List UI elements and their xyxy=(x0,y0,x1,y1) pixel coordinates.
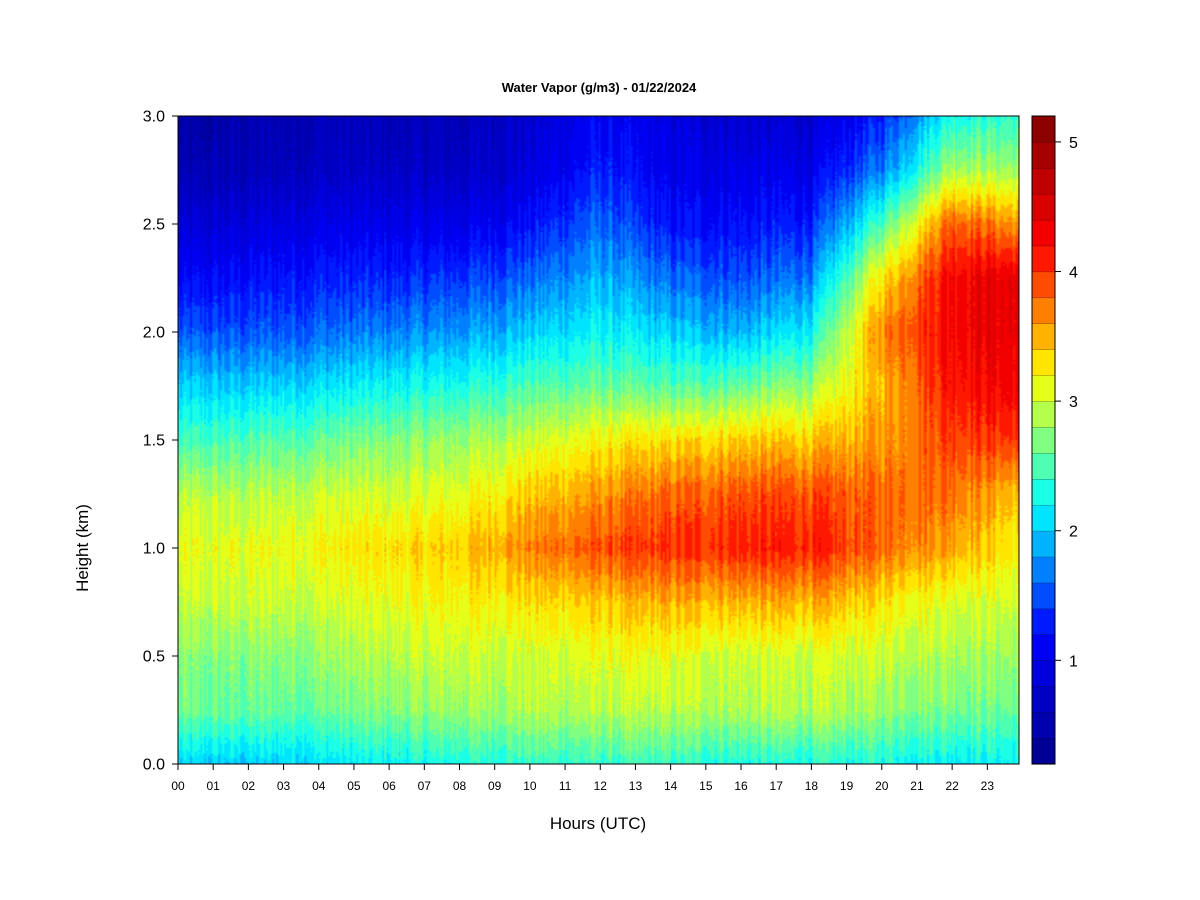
x-tick-label: 06 xyxy=(382,779,396,793)
colorbar-level xyxy=(1031,193,1056,221)
x-tick-label: 07 xyxy=(418,779,432,793)
colorbar-level xyxy=(1031,608,1056,636)
x-tick-label: 11 xyxy=(559,779,572,793)
colorbar-level xyxy=(1031,297,1056,325)
colorbar: 1 2 3 4 5 xyxy=(1031,115,1078,765)
colorbar-level xyxy=(1031,271,1056,299)
x-tick-label: 03 xyxy=(277,779,291,793)
x-tick-label: 05 xyxy=(347,779,361,793)
colorbar-level xyxy=(1031,582,1056,610)
colorbar-level xyxy=(1031,426,1056,454)
colorbar-level xyxy=(1031,530,1056,558)
y-axis-label: Height (km) xyxy=(73,504,92,592)
x-tick-label: 01 xyxy=(207,779,221,793)
y-axis: 0.0 0.5 1.0 1.5 2.0 2.5 3.0 xyxy=(143,109,178,774)
x-tick-label: 14 xyxy=(664,779,678,793)
colorbar-level xyxy=(1031,374,1056,402)
colorbar-level xyxy=(1031,711,1056,739)
x-tick-label: 17 xyxy=(770,779,784,793)
colorbar-level xyxy=(1031,452,1056,480)
x-tick-label: 10 xyxy=(523,779,537,793)
colorbar-level xyxy=(1031,478,1056,506)
x-tick-label: 18 xyxy=(805,779,819,793)
colorbar-level xyxy=(1031,167,1056,195)
plot-area xyxy=(177,115,1020,765)
x-tick-label: 16 xyxy=(734,779,748,793)
x-tick-label: 12 xyxy=(594,779,608,793)
x-tick-label: 04 xyxy=(312,779,326,793)
colorbar-level xyxy=(1031,245,1056,273)
x-tick-label: 22 xyxy=(945,779,959,793)
colorbar-level xyxy=(1031,634,1056,661)
colorbar-level xyxy=(1031,323,1056,350)
x-axis-label: Hours (UTC) xyxy=(550,814,646,833)
colorbar-level xyxy=(1031,685,1056,713)
water-vapor-heatmap xyxy=(178,116,1019,764)
colorbar-tick-label: 2 xyxy=(1069,524,1078,541)
colorbar-level xyxy=(1031,556,1056,584)
colorbar-level xyxy=(1031,660,1056,687)
x-tick-label: 19 xyxy=(840,779,854,793)
colorbar-level xyxy=(1031,219,1056,247)
chart-title: Water Vapor (g/m3) - 01/22/2024 xyxy=(502,80,697,95)
x-axis: 00 01 02 03 04 05 06 07 08 09 10 11 12 13 14 15 16 17 18 19… xyxy=(171,764,994,793)
x-tick-label: 20 xyxy=(875,779,889,793)
x-tick-label: 13 xyxy=(629,779,643,793)
x-tick-label: 23 xyxy=(981,779,995,793)
colorbar-frame xyxy=(1031,115,1056,765)
x-tick-label: 00 xyxy=(171,779,185,793)
x-tick-label: 09 xyxy=(488,779,502,793)
y-tick-label: 2.5 xyxy=(143,217,165,234)
colorbar-level xyxy=(1031,349,1056,376)
colorbar-level xyxy=(1031,400,1056,428)
colorbar-tick-label: 3 xyxy=(1069,394,1078,411)
y-tick-label: 0.5 xyxy=(143,649,165,666)
y-tick-label: 3.0 xyxy=(143,109,165,126)
x-tick-label: 15 xyxy=(699,779,713,793)
x-tick-label: 08 xyxy=(453,779,467,793)
colorbar-tick-label: 5 xyxy=(1069,135,1078,152)
colorbar-level xyxy=(1031,115,1056,143)
colorbar-tick-label: 4 xyxy=(1069,265,1078,282)
x-tick-label: 02 xyxy=(242,779,256,793)
colorbar-level xyxy=(1031,737,1056,765)
y-tick-label: 1.0 xyxy=(143,541,165,558)
colorbar-level xyxy=(1031,141,1056,169)
y-tick-label: 2.0 xyxy=(143,325,165,342)
colorbar-level xyxy=(1031,504,1056,532)
x-tick-label: 21 xyxy=(910,779,924,793)
colorbar-tick-label: 1 xyxy=(1069,653,1078,670)
y-tick-label: 0.0 xyxy=(143,757,165,774)
y-tick-label: 1.5 xyxy=(143,433,165,450)
